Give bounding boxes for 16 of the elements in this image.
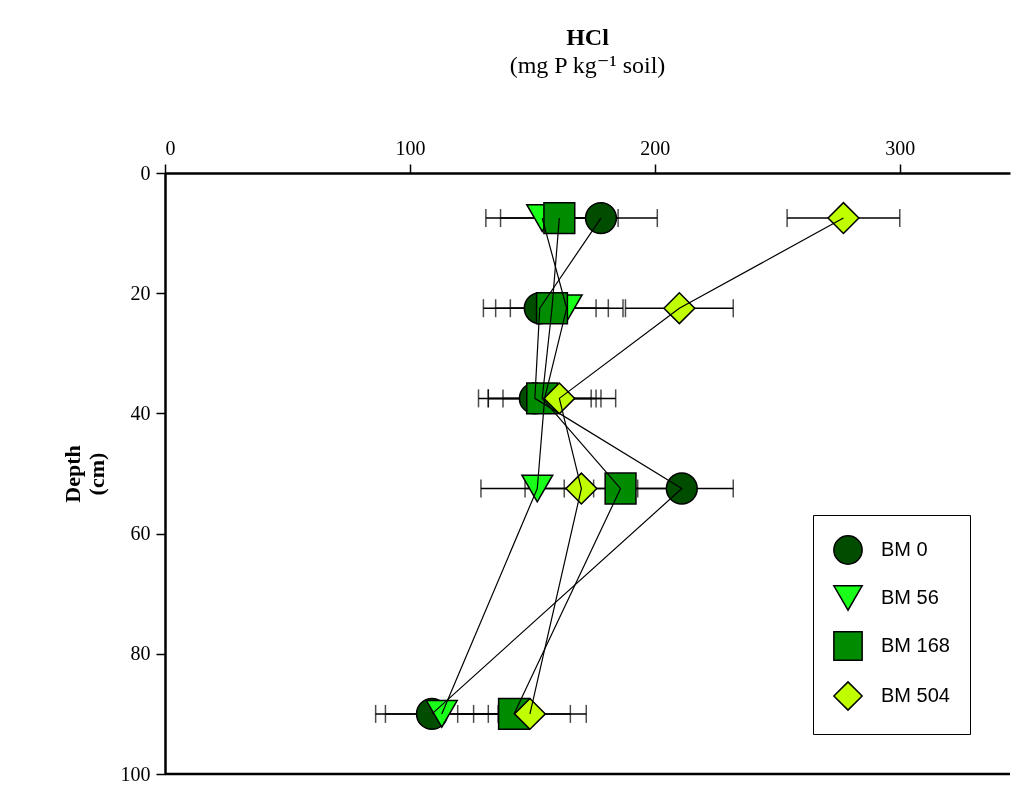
x-axis-title: HCl (mg P kg⁻¹ soil) [509, 24, 666, 78]
y-tick-label: 40 [130, 401, 151, 424]
legend-label: BM 504 [881, 684, 950, 706]
y-axis-title: Depth (cm) [59, 445, 109, 503]
x-tick-label: 0 [165, 136, 176, 159]
y-tick-label: 0 [140, 161, 151, 184]
legend-label: BM 56 [881, 586, 939, 608]
legend-label: BM 168 [881, 634, 950, 656]
y-tick-label: 60 [130, 522, 151, 545]
y-tick-label: 80 [130, 642, 151, 665]
legend-label: BM 0 [881, 538, 928, 560]
x-tick-label: 300 [885, 136, 916, 159]
y-tick-label: 100 [120, 762, 151, 785]
x-tick-label: 100 [395, 136, 426, 159]
x-tick-label: 200 [640, 136, 671, 159]
y-tick-label: 20 [130, 281, 151, 304]
